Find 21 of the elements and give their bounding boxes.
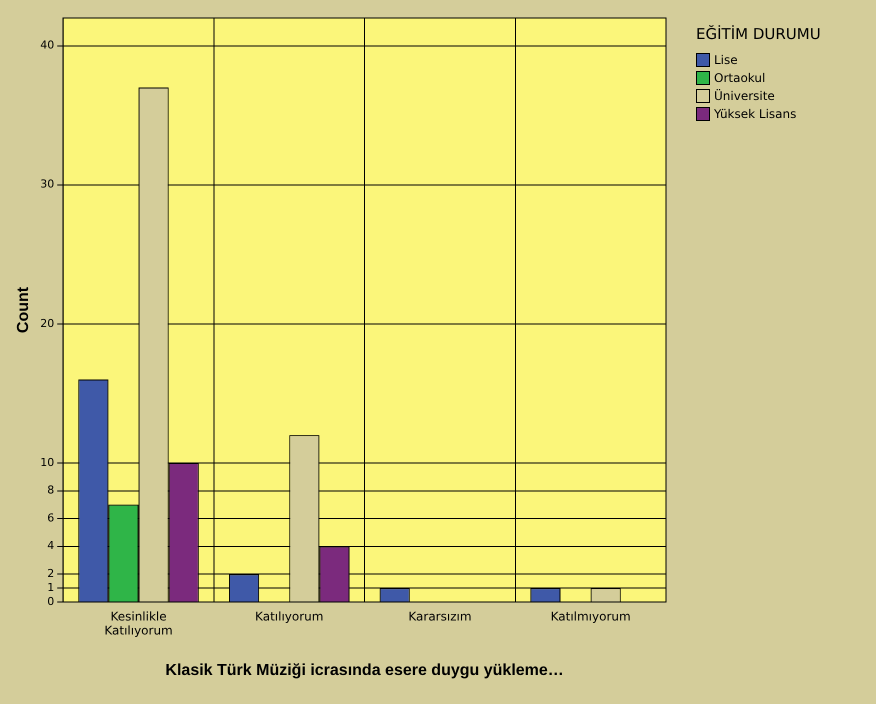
x-tick-label: Katılıyorum [255,609,324,624]
y-tick-label: 20 [40,316,54,330]
y-tick-label: 40 [40,38,54,52]
legend-label: Ortaokul [714,71,766,85]
legend-label: Üniversite [714,89,775,103]
x-axis-title: Klasik Türk Müziği icrasında esere duygu yükleme… [165,662,564,679]
y-tick-label: 1 [47,580,54,594]
y-tick-label: 6 [47,511,54,524]
x-tick-label: Kesinlikle Katılıyorum [104,609,173,638]
y-tick-label: 10 [40,456,54,469]
x-tick-label: Kararsızım [408,609,472,624]
legend-title: EĞİTİM DURUMU [696,25,821,43]
x-tick-label: Katılmıyorum [550,609,631,624]
y-tick-label: 4 [47,539,54,552]
y-tick-label: 2 [47,567,54,580]
y-tick-label: 0 [47,594,54,608]
y-tick-label: 8 [47,484,54,497]
y-tick-label: 30 [40,178,54,191]
legend-label: Lise [714,53,738,67]
legend-label: Yüksek Lisans [714,107,796,121]
y-axis-title: Count [15,286,32,334]
